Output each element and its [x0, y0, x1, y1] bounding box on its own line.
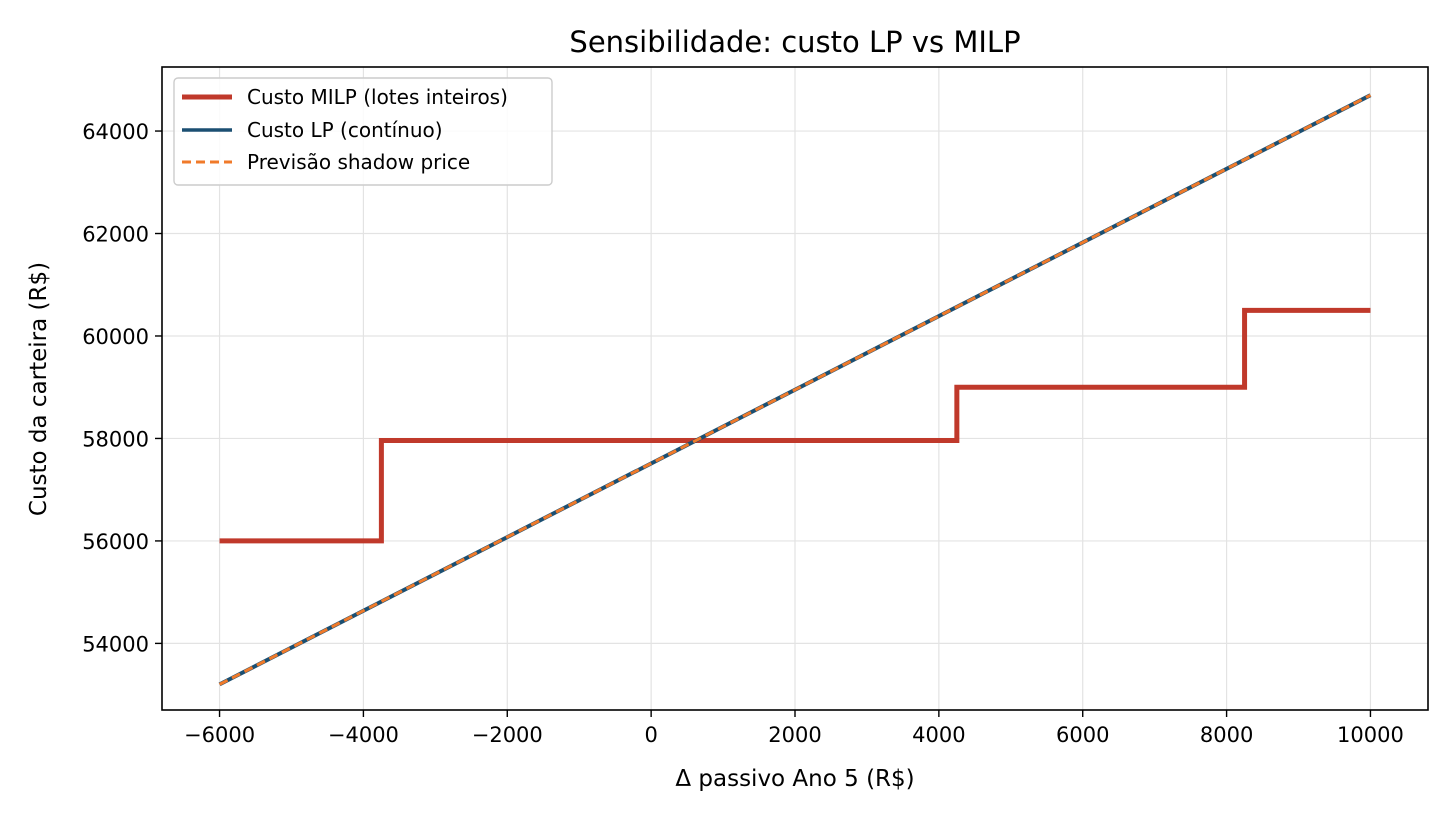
- x-tick-label: 8000: [1200, 723, 1253, 747]
- series-line-milp: [219, 307, 1371, 544]
- x-tick-label: −2000: [472, 723, 543, 747]
- legend: Custo MILP (lotes inteiros) Custo LP (co…: [173, 77, 553, 186]
- x-tick-label: −6000: [184, 723, 255, 747]
- x-tick-label: 6000: [1056, 723, 1109, 747]
- x-tick-label: 2000: [768, 723, 821, 747]
- y-tick-label: 58000: [82, 427, 149, 451]
- legend-label-milp: Custo MILP (lotes inteiros): [247, 85, 508, 109]
- legend-box: [173, 77, 553, 186]
- x-axis-label: Δ passivo Ano 5 (R$): [675, 766, 914, 792]
- x-axis-ticks: −6000 −4000 −2000 0 2000 4000 6000 8000 10000: [184, 710, 1404, 747]
- x-tick-label: 0: [644, 723, 657, 747]
- y-tick-label: 62000: [82, 223, 149, 247]
- series-layer: [218, 93, 1372, 687]
- y-tick-label: 54000: [82, 632, 149, 656]
- y-tick-label: 56000: [82, 530, 149, 554]
- y-axis-ticks: 54000 56000 58000 60000 62000 64000: [82, 120, 162, 656]
- y-axis-label: Custo da carteira (R$): [26, 262, 52, 516]
- x-tick-label: 10000: [1337, 723, 1404, 747]
- legend-label-lp: Custo LP (contínuo): [247, 118, 443, 142]
- chart-title: Sensibilidade: custo LP vs MILP: [569, 25, 1020, 59]
- x-tick-label: −4000: [328, 723, 399, 747]
- y-tick-label: 64000: [82, 120, 149, 144]
- legend-label-shadow: Previsão shadow price: [247, 150, 470, 174]
- x-tick-label: 4000: [912, 723, 965, 747]
- y-tick-label: 60000: [82, 325, 149, 349]
- series-line-shadow-price: [218, 93, 1372, 686]
